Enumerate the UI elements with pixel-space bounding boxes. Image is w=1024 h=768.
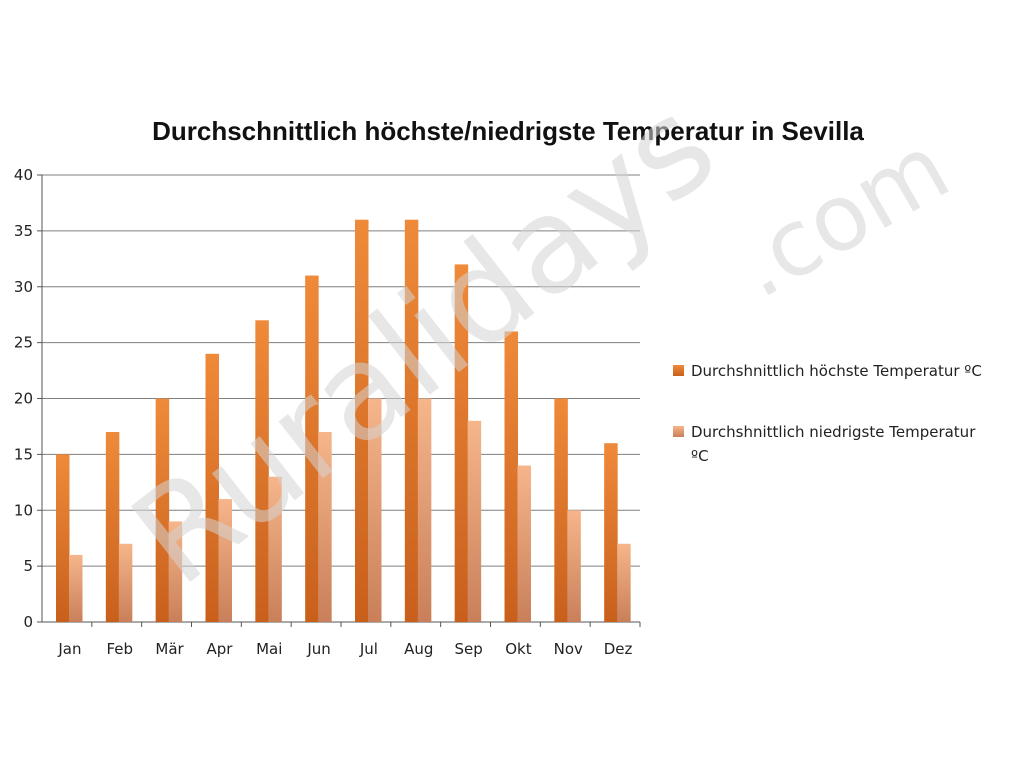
bar-high-nov: [554, 398, 568, 622]
y-tick-label: 30: [14, 278, 33, 296]
bar-low-dez: [617, 543, 631, 622]
legend-label-high: Durchshnittlich höchste Temperatur ºC: [691, 362, 982, 380]
legend-label-low-line1: Durchshnittlich niedrigste Temperatur: [691, 423, 976, 441]
bar-low-jun: [318, 432, 332, 622]
bar-low-jul: [368, 398, 382, 622]
bar-high-jul: [355, 219, 369, 622]
bar-high-okt: [504, 331, 518, 622]
bar-low-apr: [218, 499, 232, 622]
y-tick-label: 40: [14, 166, 33, 184]
legend: Durchshnittlich höchste Temperatur ºC Du…: [673, 362, 982, 465]
legend-swatch-high: [673, 365, 684, 376]
y-tick-label: 5: [23, 557, 33, 575]
x-tick-label: Aug: [404, 640, 433, 658]
y-tick-label: 15: [14, 445, 33, 463]
x-tick-label: Feb: [106, 640, 133, 658]
x-tick-label: Mai: [256, 640, 282, 658]
x-tick-label: Nov: [554, 640, 583, 658]
bar-low-feb: [118, 543, 133, 622]
y-tick-label: 35: [14, 222, 33, 240]
bar-high-jan: [56, 454, 70, 622]
bar-low-sep: [467, 420, 482, 622]
tick-labels: 0 5 10 15 20 25 30 35 40 Jan Feb Mär Apr Mai Jun Jul Aug…: [14, 166, 633, 658]
x-tick-label: Sep: [454, 640, 482, 658]
chart-title: Durchschnittlich höchste/niedrigste Temp…: [152, 116, 864, 146]
x-tick-label: Jun: [306, 640, 330, 658]
legend-swatch-low: [673, 426, 684, 437]
bar-low-mär: [168, 521, 183, 622]
bar-high-mär: [155, 398, 170, 622]
bar-high-sep: [454, 264, 469, 622]
x-tick-label: Mär: [155, 640, 184, 658]
x-tick-label: Jul: [359, 640, 378, 658]
bar-low-mai: [268, 476, 282, 622]
axes: [37, 174, 641, 627]
bar-low-aug: [417, 398, 432, 622]
y-tick-label: 0: [23, 613, 33, 631]
bar-high-mai: [255, 320, 269, 622]
bar-high-aug: [404, 219, 419, 622]
x-tick-label: Apr: [206, 640, 233, 658]
y-tick-label: 20: [14, 390, 33, 408]
y-tick-label: 25: [14, 334, 33, 352]
bars: [56, 219, 631, 622]
bar-low-okt: [517, 465, 531, 622]
bar-high-dez: [604, 443, 618, 622]
bar-low-jan: [69, 554, 83, 622]
y-tick-label: 10: [14, 501, 33, 519]
bar-high-jun: [305, 275, 319, 622]
x-tick-label: Okt: [505, 640, 531, 658]
legend-label-low-line2: ºC: [691, 447, 709, 465]
bar-high-apr: [205, 353, 219, 622]
x-tick-label: Jan: [57, 640, 81, 658]
bar-low-nov: [567, 510, 581, 622]
x-tick-label: Dez: [604, 640, 633, 658]
gridlines: [42, 174, 640, 623]
bar-high-feb: [105, 432, 120, 622]
